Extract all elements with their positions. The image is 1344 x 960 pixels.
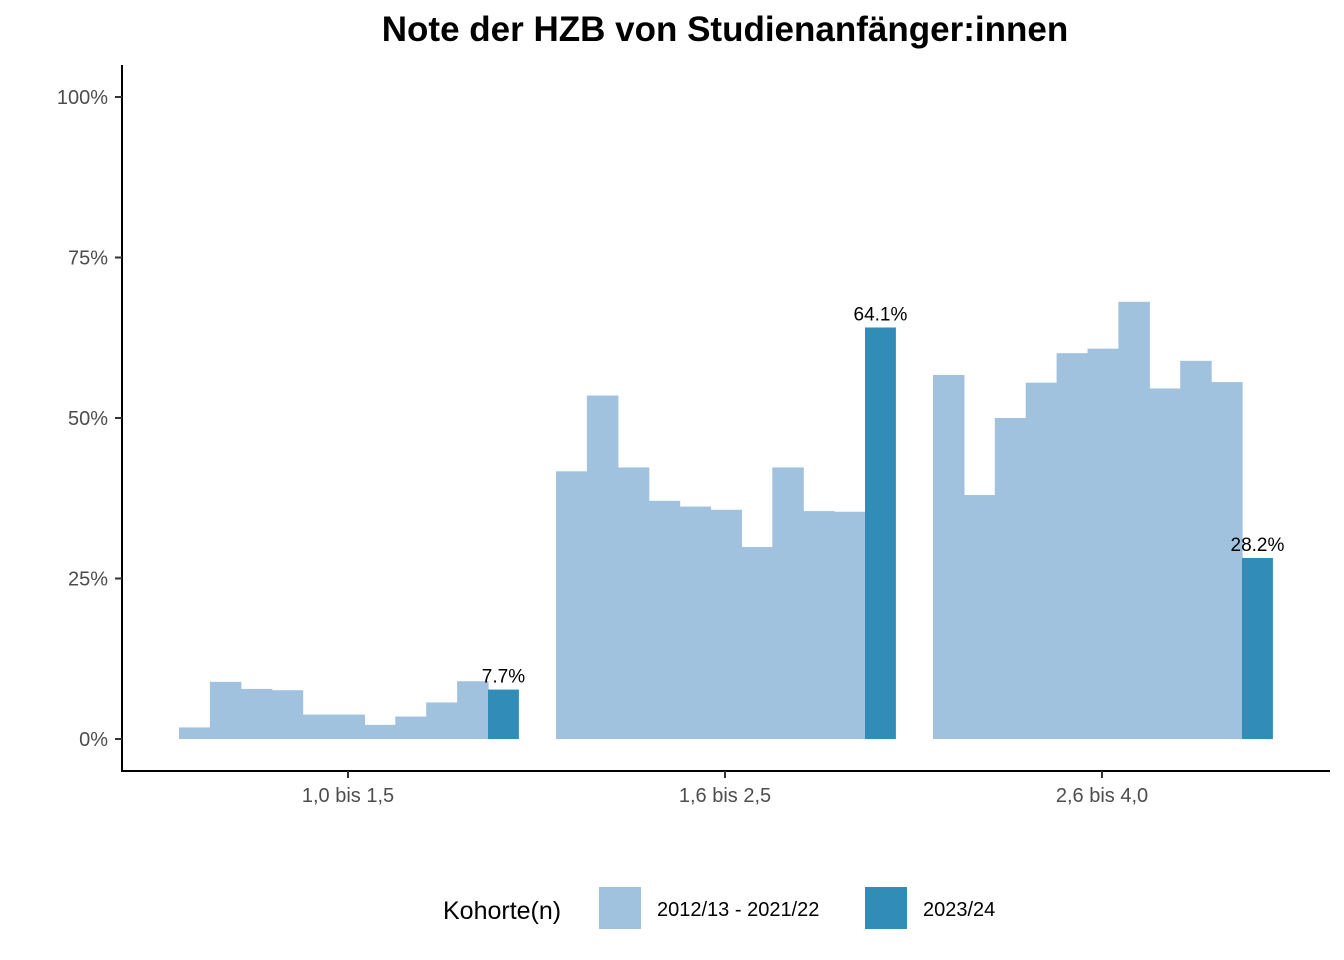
y-tick-label: 100% <box>57 87 108 109</box>
bar-historical <box>963 495 996 739</box>
data-label-current: 64.1% <box>854 304 908 325</box>
bar-historical <box>556 471 588 739</box>
bar-historical <box>1056 353 1089 739</box>
legend-title: Kohorte(n) <box>443 897 561 925</box>
y-tick-label: 75% <box>68 248 108 270</box>
x-tick-label: 1,6 bis 2,5 <box>679 785 771 807</box>
y-tick-label: 50% <box>68 408 108 430</box>
bar-current <box>865 327 896 739</box>
legend-swatch-historical <box>599 887 641 929</box>
bar-historical <box>803 511 835 739</box>
y-axis-ticks: 0% 25% 50% 75% 100% <box>57 87 122 751</box>
legend-label-historical: 2012/13 - 2021/22 <box>657 899 819 921</box>
bar-historical <box>586 395 619 739</box>
bar-historical <box>1211 382 1243 739</box>
bar-historical <box>426 702 458 739</box>
bar-historical <box>364 724 396 739</box>
legend-label-current: 2023/24 <box>923 899 995 921</box>
data-label-current: 7.7% <box>482 667 525 688</box>
bar-current <box>1242 557 1273 739</box>
x-tick-label: 1,0 bis 1,5 <box>302 785 394 807</box>
bar-historical <box>834 511 866 739</box>
bar-historical <box>617 467 650 739</box>
bar-historical <box>1180 360 1212 739</box>
bar-historical <box>457 681 489 739</box>
bar-historical <box>333 714 365 739</box>
bar-historical <box>741 547 773 739</box>
legend-swatch-current <box>865 887 907 929</box>
bar-historical <box>395 716 427 739</box>
y-tick-label: 25% <box>68 569 108 591</box>
bar-historical <box>1025 382 1058 739</box>
bar-historical <box>933 374 965 739</box>
data-label-current: 28.2% <box>1231 535 1285 556</box>
bar-historical <box>302 714 335 739</box>
bar-historical <box>240 688 273 739</box>
bar-current <box>488 689 519 739</box>
chart-title: Note der HZB von Studienanfänger:innen <box>382 10 1068 49</box>
bar-historical <box>772 467 804 739</box>
bar-historical <box>271 690 304 739</box>
bar-historical <box>209 681 242 739</box>
bar-historical <box>648 500 681 739</box>
bar-historical <box>1149 388 1181 739</box>
x-axis-ticks: 1,0 bis 1,5 1,6 bis 2,5 2,6 bis 4,0 <box>302 771 1148 807</box>
bar-historical <box>179 727 211 739</box>
bar-historical <box>710 509 742 739</box>
y-tick-label: 0% <box>79 729 108 751</box>
legend: Kohorte(n) 2012/13 - 2021/22 2023/24 <box>443 887 995 929</box>
x-tick-label: 2,6 bis 4,0 <box>1056 785 1148 807</box>
plot-area: 7.7% 64.1% 28.2% <box>179 301 1285 739</box>
bar-historical <box>679 506 712 739</box>
bar-historical <box>1118 301 1150 739</box>
bar-historical <box>1087 348 1119 739</box>
bar-historical <box>994 418 1027 739</box>
